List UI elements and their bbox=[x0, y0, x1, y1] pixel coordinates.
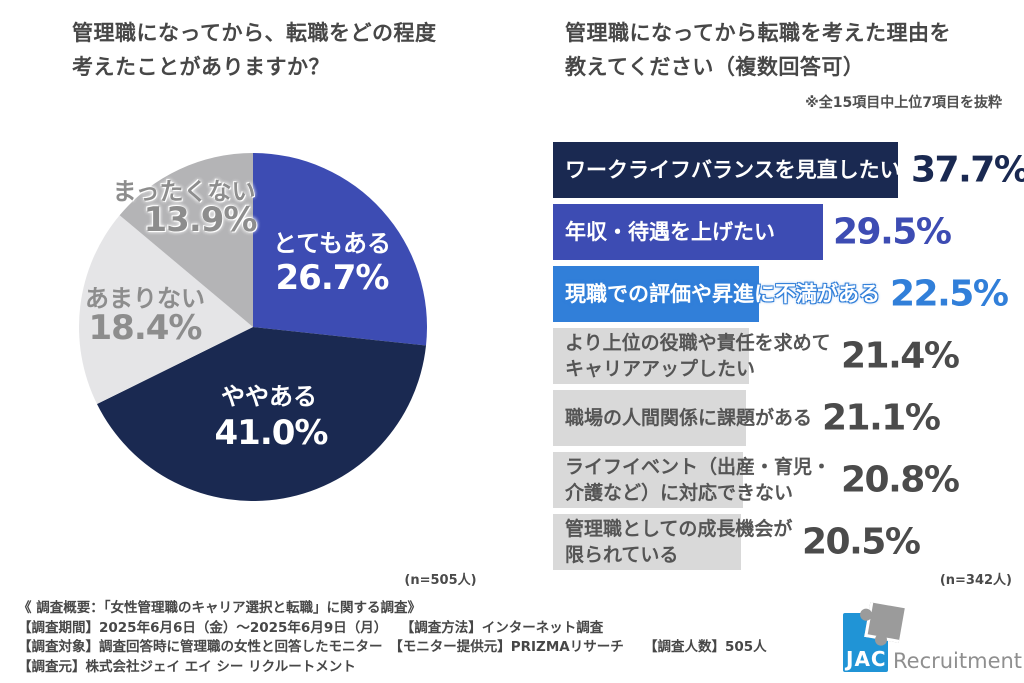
pie-slice-label-2: ややある bbox=[221, 382, 317, 411]
bar-label-line: より上位の役職や責任を求めて bbox=[565, 332, 831, 354]
survey-overview-line3: 【調査対象】調査回答時に管理職の女性と回答したモニター 【モニター提供元】PRI… bbox=[18, 639, 767, 655]
bar-value-5: 21.1% bbox=[822, 397, 941, 439]
bar-fill-2 bbox=[553, 204, 823, 260]
pie-slice-2 bbox=[96, 327, 427, 501]
pie-sample-size: (n=505人) bbox=[404, 573, 477, 588]
bar-label-line: ライフイベント（出産・育児・ bbox=[565, 456, 832, 478]
pie-chart-title-line1: 管理職になってから、転職をどの程度 bbox=[72, 21, 437, 45]
jac-logo-recruitment-text: Recruitment bbox=[893, 649, 1023, 673]
bar-fill-7 bbox=[553, 514, 741, 570]
pie-slice-value-2: 41.0% bbox=[214, 413, 329, 453]
bar-chart: ワークライフバランスを見直したい 37.7% 年収・待遇を上げたい 29.5% 現職での… bbox=[553, 142, 1024, 576]
pie-slice-3 bbox=[79, 215, 253, 405]
jac-recruitment-logo: JAC Recruitment bbox=[843, 602, 1023, 677]
pie-chart-title-line2: 考えたことがありますか？ bbox=[72, 55, 330, 79]
bar-label-line: 介護など）に対応できない bbox=[565, 482, 794, 504]
bar-value-2: 29.5% bbox=[833, 211, 952, 253]
bar-value-7: 20.5% bbox=[802, 521, 921, 563]
jac-logo-text: JAC bbox=[846, 647, 887, 671]
pie-slice-value-1: 26.7% bbox=[275, 258, 390, 298]
bar-fill-1 bbox=[553, 142, 898, 198]
survey-overview: 《 調査概要：「女性管理職のキャリア選択と転職」に関する調査》 【調査期間】20… bbox=[18, 599, 767, 677]
bar-label-line: キャリアアップしたい bbox=[565, 358, 756, 380]
bar-chart-title-line2: 教えてください（複数回答可） bbox=[565, 55, 865, 79]
bar-row-1: ワークライフバランスを見直したい 37.7% bbox=[553, 142, 1024, 198]
pie-slice-label-1: とてもある bbox=[272, 229, 392, 258]
bar-label-4: より上位の役職や責任を求めて キャリアアップしたい bbox=[565, 330, 831, 382]
bar-row-6: ライフイベント（出産・育児・ 介護など）に対応できない 20.8% bbox=[553, 452, 1018, 508]
bar-row-2: 年収・待遇を上げたい 29.5% bbox=[553, 204, 1018, 260]
survey-overview-line2: 【調査期間】2025年6月6日（金）～2025年6月9日（月） 【調査方法】イン… bbox=[18, 619, 604, 636]
bar-chart-title-line1: 管理職になってから転職を考えた理由を bbox=[565, 21, 951, 45]
bar-fill-4 bbox=[553, 328, 749, 384]
bar-value-3: 22.5% bbox=[890, 273, 1009, 315]
pie-slice-value-3: 18.4% bbox=[88, 308, 203, 348]
bar-label-5: 職場の人間関係に課題がある bbox=[565, 405, 812, 431]
bar-fill-6 bbox=[553, 452, 743, 508]
bar-row-5: 職場の人間関係に課題がある 21.1% bbox=[553, 390, 1018, 446]
bar-label-7: 管理職としての成長機会が 限られている bbox=[565, 516, 792, 568]
bar-label-line: ワークライフバランスを見直したい bbox=[565, 158, 901, 182]
bar-value-4: 21.4% bbox=[841, 335, 960, 377]
bar-value-6: 20.8% bbox=[841, 459, 960, 501]
bar-value-1: 37.7% bbox=[911, 149, 1024, 191]
bar-chart-title: 管理職になってから転職を考えた理由を 教えてください（複数回答可） bbox=[565, 16, 951, 84]
pie-slice-1 bbox=[253, 153, 427, 346]
bar-row-7: 管理職としての成長機会が 限られている 20.5% bbox=[553, 514, 1018, 570]
pie-slice-4 bbox=[119, 153, 253, 327]
pie-slice-label-3: あまりない bbox=[85, 284, 205, 313]
bar-label-1: ワークライフバランスを見直したい bbox=[565, 157, 901, 183]
bar-fill-3 bbox=[553, 266, 759, 322]
bar-chart-note: ※全15項目中上位7項目を抜粋 bbox=[805, 95, 1002, 111]
bar-label-line: 年収・待遇を上げたい bbox=[565, 220, 775, 244]
pie-chart bbox=[79, 153, 427, 501]
bar-label-line: 職場の人間関係に課題がある bbox=[565, 407, 813, 429]
bar-row-4: より上位の役職や責任を求めて キャリアアップしたい 21.4% bbox=[553, 328, 1018, 384]
bar-label-6: ライフイベント（出産・育児・ 介護など）に対応できない bbox=[565, 454, 831, 506]
bar-row-3: 現職での評価や昇進に不満がある 22.5% bbox=[553, 266, 1018, 322]
bar-label-line: 管理職としての成長機会が bbox=[565, 518, 793, 540]
pie-slice-label-4: まったくない bbox=[112, 177, 256, 206]
bar-sample-size: (n=342人) bbox=[939, 573, 1012, 588]
survey-overview-line1: 《 調査概要：「女性管理職のキャリア選択と転職」に関する調査》 bbox=[18, 600, 421, 616]
bar-fill-5 bbox=[553, 390, 746, 446]
survey-overview-line4: 【調査元】株式会社ジェイ エイ シー リクルートメント bbox=[18, 658, 356, 675]
bar-label-line: 現職での評価や昇進に不満がある bbox=[565, 282, 880, 306]
pie-slice-value-4: 13.9% bbox=[143, 200, 258, 240]
pie-chart-title: 管理職になってから、転職をどの程度 考えたことがありますか？ bbox=[72, 16, 436, 84]
bar-label-3: 現職での評価や昇進に不満がある bbox=[565, 281, 880, 307]
jac-logo-puzzle-icon bbox=[864, 602, 905, 643]
bar-label-2: 年収・待遇を上げたい bbox=[565, 219, 775, 245]
bar-label-line: 限られている bbox=[565, 544, 679, 566]
